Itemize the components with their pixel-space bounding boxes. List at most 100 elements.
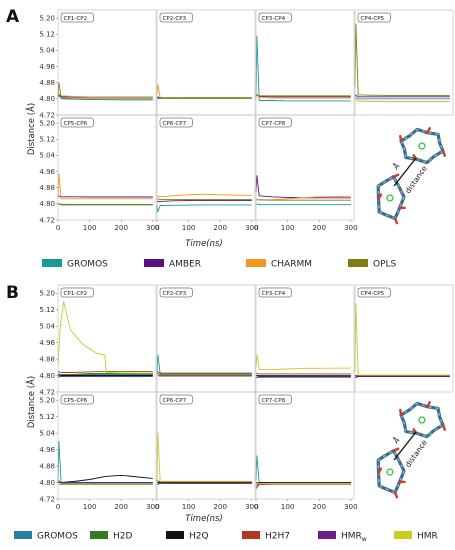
y-tick-label: 5.20 — [39, 119, 55, 127]
series-line-amber — [354, 94, 450, 98]
legend-swatch — [242, 531, 260, 539]
legend-label: GROMOS — [67, 260, 108, 270]
legend-swatch — [318, 531, 336, 539]
x-tick-label: 300 — [344, 223, 358, 232]
subplot-a-6: CP6-CP7 0 100 200 300 — [155, 114, 259, 232]
oxygen-atom — [392, 173, 400, 178]
series-line-opls — [57, 82, 153, 101]
series-line-gromos — [57, 374, 153, 376]
subplot-label-text: CP5-CP6 — [64, 121, 88, 127]
subplot-label: CP4-CP5 — [357, 287, 391, 298]
subplot-label-text: CP7-CP8 — [262, 121, 286, 127]
subplot-label: CP3-CP4 — [258, 287, 292, 298]
legend-swatch — [166, 531, 184, 539]
subplot-label-text: CP6-CP7 — [163, 121, 187, 127]
subplot-label-text: CP1-CP2 — [64, 16, 88, 22]
series-line-h2q — [57, 373, 153, 376]
y-tick-label: 5.12 — [39, 136, 55, 144]
subplot-frame — [255, 114, 355, 221]
distance-line — [393, 431, 417, 461]
series-line-opls — [57, 203, 153, 205]
series-line-hmrw — [57, 480, 153, 483]
subplot-label-box — [357, 12, 391, 23]
oxygen-atom — [393, 491, 399, 499]
legend-label: GROMOS — [37, 532, 78, 542]
oxygen-atom — [441, 149, 447, 157]
legend-swatch — [394, 531, 412, 539]
subplot-frame — [255, 9, 355, 116]
subplot-frame — [57, 114, 157, 221]
subplot-label: CP7-CP8 — [258, 117, 292, 128]
centroid-hexagon-icon — [386, 468, 394, 476]
vector-label: Å — [391, 162, 402, 172]
subplot-b-2: CP2-CP3 — [156, 284, 256, 393]
x-tick-label: 200 — [114, 502, 128, 511]
subplot-label: CP2-CP3 — [159, 287, 193, 298]
subplot-label-box — [60, 287, 94, 298]
series-line-h2h7 — [255, 483, 351, 489]
legend-swatch — [348, 259, 368, 267]
oxygen-atom — [399, 408, 403, 417]
x-tick-label: 100 — [83, 502, 97, 511]
series-line-hmr — [255, 482, 351, 486]
subplot-label-text: CP5-CP6 — [64, 398, 88, 404]
subplot-frame — [156, 9, 256, 116]
ring-backbone — [376, 175, 406, 221]
legend-label: H2Q — [189, 532, 209, 542]
panel-b-ylabel: Distance (Å) — [25, 376, 37, 428]
legend-item-hmrw: HMRw — [318, 531, 367, 543]
legend-label: OPLS — [373, 260, 397, 270]
series-line-charmm — [255, 92, 351, 99]
series-line-charmm — [156, 84, 252, 99]
y-tick-label: 4.80 — [39, 95, 55, 103]
upper-ring — [399, 127, 447, 165]
series-line-amber — [255, 94, 351, 98]
series-line-gromos — [156, 204, 252, 213]
series-line-gromos — [255, 203, 351, 206]
legend-label: H2H7 — [265, 532, 290, 542]
upper-ring — [399, 401, 447, 439]
panel-a-letter: A — [6, 7, 20, 27]
oxygen-atom — [426, 127, 431, 134]
series-line-charmm — [156, 193, 252, 198]
subplot-label-text: CP3-CP4 — [262, 16, 286, 22]
x-tick-label: 100 — [182, 223, 196, 232]
panel-b-xlabel: Time(ns) — [185, 514, 223, 524]
subplot-label-text: CP3-CP4 — [262, 291, 286, 297]
subplot-b-6: CP6-CP7 0 100 200 300 — [155, 391, 259, 511]
x-tick-label: 100 — [182, 502, 196, 511]
x-tick-label: 0 — [254, 223, 259, 232]
y-tick-label: 4.96 — [39, 446, 55, 454]
x-tick-label: 200 — [213, 502, 227, 511]
lower-ring — [376, 173, 406, 225]
legend-swatch — [144, 259, 164, 267]
legend-label: AMBER — [169, 260, 201, 270]
centroid-hexagon-icon — [418, 142, 426, 150]
x-tick-label: 0 — [56, 502, 61, 511]
subplot-label-box — [159, 12, 193, 23]
series-line-hmrw — [57, 375, 153, 378]
legend-swatch — [246, 259, 266, 267]
subplot-label-box — [159, 394, 193, 405]
y-tick-label: 5.04 — [39, 429, 55, 437]
oxygen-atom — [377, 193, 383, 201]
legend-swatch — [90, 531, 108, 539]
subplot-label: CP4-CP5 — [357, 12, 391, 23]
subplot-label-text: CP2-CP3 — [163, 291, 187, 297]
subplot-label: CP3-CP4 — [258, 12, 292, 23]
subplot-frame — [156, 391, 256, 500]
subplot-frame — [57, 284, 157, 393]
y-tick-label: 4.72 — [39, 495, 55, 503]
x-tick-label: 0 — [56, 223, 61, 232]
subplot-label: CP6-CP7 — [159, 117, 193, 128]
series-line-h2h7 — [57, 370, 153, 373]
legend-label: H2D — [113, 532, 132, 542]
panel-b-legend: GROMOS H2D H2Q H2H7 HMRw HMR — [14, 531, 438, 543]
distance-line — [393, 157, 417, 187]
x-tick-label: 100 — [281, 502, 295, 511]
series-line-hmr — [255, 354, 351, 370]
subplot-label: CP5-CP6 — [60, 394, 94, 405]
vector-label: Å — [391, 436, 402, 446]
oxygen-atom — [392, 447, 400, 452]
legend-item-h2d: H2D — [90, 531, 132, 542]
